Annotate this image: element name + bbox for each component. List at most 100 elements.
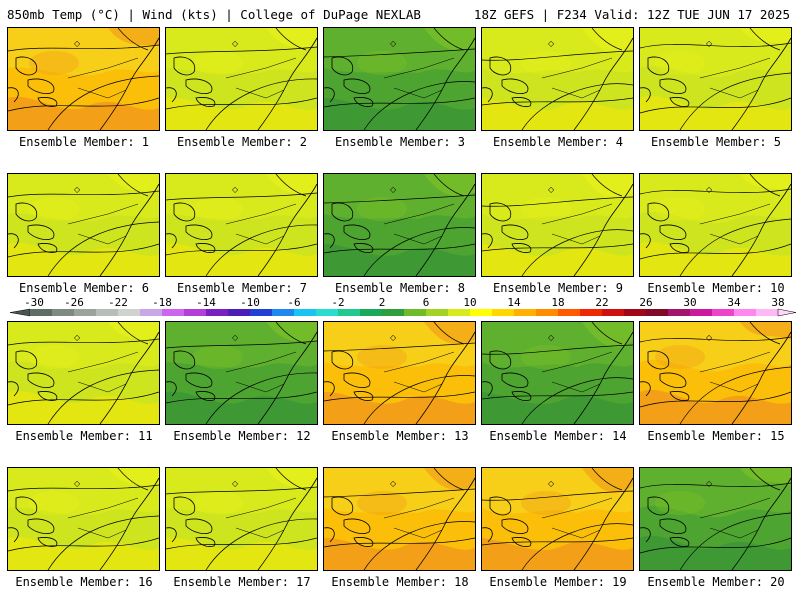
svg-text:◇: ◇	[232, 333, 239, 342]
ensemble-member-label: Ensemble Member: 17	[173, 575, 311, 589]
svg-text:◇: ◇	[74, 185, 81, 194]
ensemble-map-panel: ◇	[7, 467, 160, 571]
svg-text:◇: ◇	[390, 39, 397, 48]
temperature-colorbar: -30 -26 -22 -18 -14 -10 -6 -2 2 6 10 14 18 22 26 30 34 38…	[9, 296, 797, 317]
ensemble-map-panel: ◇	[639, 27, 792, 131]
ensemble-member-label: Ensemble Member: 6	[18, 281, 150, 295]
colorbar-segment	[536, 309, 559, 316]
colorbar-segment	[250, 309, 273, 316]
colorbar-right-arrow	[777, 308, 797, 317]
ensemble-map-panel: ◇	[481, 321, 634, 425]
colorbar-segment	[602, 309, 625, 316]
colorbar-tick-label: 6	[423, 296, 430, 309]
colorbar-tick-label: 2	[379, 296, 386, 309]
colorbar-tick-label: -22	[108, 296, 128, 309]
svg-text:◇: ◇	[706, 479, 713, 488]
ensemble-map-panel: ◇	[165, 27, 318, 131]
colorbar-tick-label: -30	[24, 296, 44, 309]
colorbar-segment	[514, 309, 537, 316]
colorbar-segment	[96, 309, 119, 316]
header-right-title: 18Z GEFS | F234 Valid: 12Z TUE JUN 17 20…	[473, 7, 790, 22]
header-left-title: 850mb Temp (°C) | Wind (kts) | College o…	[7, 7, 421, 22]
ensemble-member-label: Ensemble Member: 19	[489, 575, 627, 589]
colorbar-segment	[294, 309, 317, 316]
svg-text:◇: ◇	[706, 185, 713, 194]
colorbar-segment	[338, 309, 361, 316]
colorbar-tick-label: 14	[507, 296, 521, 309]
colorbar-segment	[404, 309, 427, 316]
ensemble-member-label: Ensemble Member: 9	[492, 281, 624, 295]
ensemble-member-label: Ensemble Member: 3	[334, 135, 466, 149]
svg-text:◇: ◇	[706, 333, 713, 342]
colorbar-segment	[360, 309, 383, 316]
colorbar-segment	[712, 309, 735, 316]
ensemble-map-panel: ◇	[481, 173, 634, 277]
ensemble-member-label: Ensemble Member: 14	[489, 429, 627, 443]
colorbar-tick-label: -26	[64, 296, 84, 309]
colorbar-tick-label: -6	[287, 296, 300, 309]
colorbar-left-arrow	[9, 308, 31, 317]
svg-text:◇: ◇	[232, 479, 239, 488]
colorbar-segment	[228, 309, 251, 316]
ensemble-map-panel: ◇	[7, 173, 160, 277]
colorbar-segment	[140, 309, 163, 316]
ensemble-map-panel: ◇	[165, 467, 318, 571]
colorbar-segment	[646, 309, 669, 316]
ensemble-member-label: Ensemble Member: 15	[647, 429, 785, 443]
colorbar-segment	[74, 309, 97, 316]
colorbar-tick-label: 26	[639, 296, 652, 309]
svg-text:◇: ◇	[548, 39, 555, 48]
colorbar-segment	[492, 309, 515, 316]
colorbar-tick-label: 38	[771, 296, 784, 309]
colorbar-segment	[668, 309, 691, 316]
svg-text:◇: ◇	[390, 333, 397, 342]
ensemble-member-label: Ensemble Member: 8	[334, 281, 466, 295]
ensemble-member-label: Ensemble Member: 1	[18, 135, 150, 149]
svg-text:◇: ◇	[390, 185, 397, 194]
colorbar-segment	[624, 309, 647, 316]
colorbar-tick-label: 34	[727, 296, 741, 309]
colorbar-segment	[272, 309, 295, 316]
colorbar-segment	[734, 309, 757, 316]
ensemble-member-label: Ensemble Member: 11	[15, 429, 153, 443]
colorbar-segment	[580, 309, 603, 316]
ensemble-map-panel: ◇	[481, 467, 634, 571]
colorbar-segment	[558, 309, 581, 316]
ensemble-map-panel: ◇	[639, 173, 792, 277]
colorbar-tick-label: -18	[152, 296, 172, 309]
colorbar-tick-label: -10	[240, 296, 260, 309]
colorbar-segment	[316, 309, 339, 316]
colorbar-segment	[448, 309, 471, 316]
svg-text:◇: ◇	[74, 479, 81, 488]
ensemble-map-panel: ◇	[7, 27, 160, 131]
ensemble-member-label: Ensemble Member: 16	[15, 575, 153, 589]
colorbar-tick-label: 30	[683, 296, 696, 309]
ensemble-map-panel: ◇	[323, 467, 476, 571]
ensemble-member-label: Ensemble Member: 12	[173, 429, 311, 443]
svg-text:◇: ◇	[706, 39, 713, 48]
colorbar-tick-label: 18	[551, 296, 564, 309]
colorbar-segment	[118, 309, 141, 316]
svg-text:◇: ◇	[232, 185, 239, 194]
colorbar-tick-label: -14	[196, 296, 216, 309]
svg-text:◇: ◇	[548, 185, 555, 194]
svg-text:◇: ◇	[74, 39, 81, 48]
colorbar-segment	[184, 309, 207, 316]
colorbar-segment	[206, 309, 229, 316]
svg-text:◇: ◇	[548, 479, 555, 488]
colorbar-segment	[382, 309, 405, 316]
ensemble-map-panel: ◇	[639, 321, 792, 425]
ensemble-member-label: Ensemble Member: 13	[331, 429, 469, 443]
colorbar-segment	[756, 309, 779, 316]
svg-text:◇: ◇	[390, 479, 397, 488]
ensemble-map-panel: ◇	[165, 173, 318, 277]
ensemble-member-label: Ensemble Member: 4	[492, 135, 624, 149]
ensemble-map-panel: ◇	[639, 467, 792, 571]
colorbar-segment	[162, 309, 185, 316]
ensemble-member-label: Ensemble Member: 10	[647, 281, 785, 295]
ensemble-map-panel: ◇	[165, 321, 318, 425]
ensemble-member-label: Ensemble Member: 5	[650, 135, 782, 149]
colorbar-segment	[30, 309, 53, 316]
colorbar-segment	[470, 309, 493, 316]
colorbar-tick-label: -2	[331, 296, 344, 309]
